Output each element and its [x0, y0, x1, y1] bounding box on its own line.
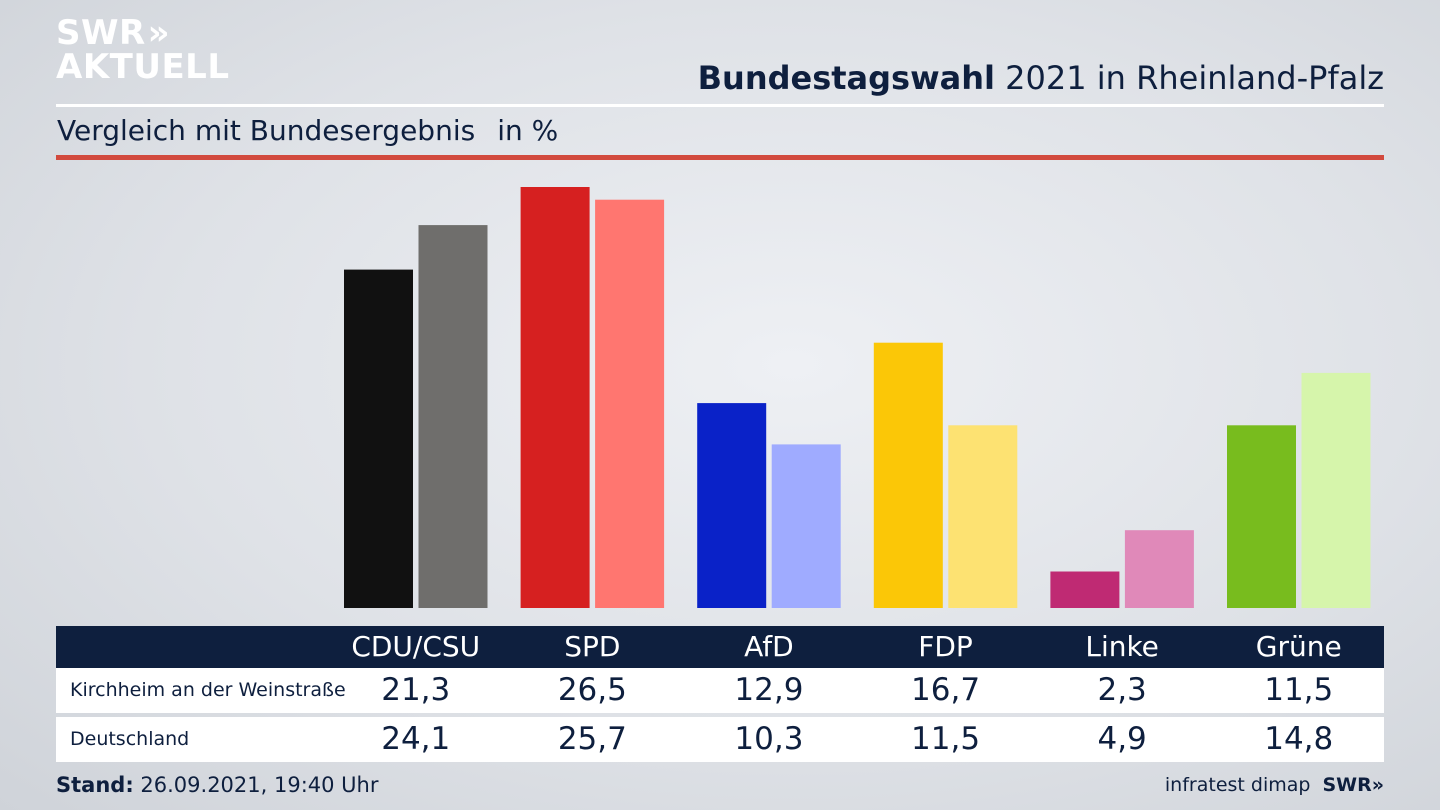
- bar-fdp-kirchheim: [873, 342, 943, 608]
- header-cell-cdu-csu: CDU/CSU: [351, 630, 481, 663]
- logo-arrows-icon: »: [147, 13, 171, 53]
- bar-afd-deutschland: [771, 444, 841, 608]
- logo-text-swr: SWR: [56, 13, 146, 53]
- bar-spd-deutschland: [595, 199, 665, 608]
- stand-timestamp: Stand: 26.09.2021, 19:40 Uhr: [56, 771, 379, 799]
- value-cell-spd: 25,7: [557, 721, 627, 757]
- page-title: Bundestagswahl 2021 in Rheinland-Pfalz: [698, 58, 1384, 98]
- header-cell-fdp: FDP: [918, 630, 973, 663]
- bar-fdp-deutschland: [948, 425, 1018, 608]
- chart-subtitle: Vergleich mit Bundesergebnis in %: [57, 113, 558, 149]
- bar-cdu-csu-deutschland: [418, 225, 488, 608]
- title-rest: 2021 in Rheinland-Pfalz: [995, 59, 1384, 97]
- subtitle-divider: [56, 155, 1384, 160]
- table-header-row: CDU/CSU SPD AfD FDP Linke Grüne: [56, 626, 1384, 668]
- value-cell-afd: 10,3: [734, 721, 804, 757]
- value-cell-linke: 2,3: [1097, 672, 1147, 708]
- header-cell-spd: SPD: [564, 630, 621, 663]
- row-label: Kirchheim an der Weinstraße: [70, 679, 346, 701]
- bar-linke-deutschland: [1124, 530, 1194, 608]
- title-bold: Bundestagswahl: [697, 59, 995, 97]
- header-cell-gr-ne: Grüne: [1255, 630, 1342, 663]
- subtitle-unit: in %: [497, 114, 559, 147]
- footer-source: infratest dimap SWR»: [1165, 772, 1384, 798]
- value-cell-cdu-csu: 21,3: [381, 672, 451, 708]
- logo-text-aktuell: AKTUELL: [56, 47, 230, 87]
- bar-spd-kirchheim: [520, 187, 590, 608]
- bar-gr-ne-deutschland: [1301, 372, 1371, 608]
- bar-linke-kirchheim: [1050, 571, 1120, 608]
- value-cell-linke: 4,9: [1097, 721, 1147, 757]
- value-cell-gr-ne: 14,8: [1264, 721, 1334, 757]
- table-row-deutschland: Deutschland 24,1 25,7 10,3 11,5 4,9 14,8: [56, 717, 1384, 762]
- value-cell-spd: 26,5: [557, 672, 627, 708]
- results-table: CDU/CSU SPD AfD FDP Linke Grüne Kirchheim an …: [56, 626, 1384, 762]
- bar-gr-ne-kirchheim: [1227, 425, 1296, 608]
- header-cell-linke: Linke: [1085, 630, 1159, 663]
- value-cell-gr-ne: 11,5: [1264, 672, 1334, 708]
- value-cell-fdp: 16,7: [911, 672, 981, 708]
- swr-aktuell-logo: SWR» AKTUELL: [56, 16, 236, 90]
- stand-label: Stand:: [56, 773, 134, 797]
- value-cell-fdp: 11,5: [911, 721, 981, 757]
- header-divider: [56, 104, 1384, 107]
- subtitle-text: Vergleich mit Bundesergebnis: [57, 114, 476, 147]
- swr-brand-logo: SWR»: [1322, 774, 1384, 796]
- table-row-kirchheim: Kirchheim an der Weinstraße 21,3 26,5 12,9 1…: [56, 668, 1384, 713]
- row-label: Deutschland: [70, 728, 190, 750]
- value-cell-cdu-csu: 24,1: [381, 721, 451, 757]
- value-cell-afd: 12,9: [734, 672, 804, 708]
- bar-afd-kirchheim: [697, 403, 767, 608]
- source-text: infratest dimap: [1164, 774, 1311, 796]
- stand-value: 26.09.2021, 19:40 Uhr: [133, 773, 379, 797]
- bar-cdu-csu-kirchheim: [344, 269, 413, 608]
- header-cell-afd: AfD: [744, 630, 794, 663]
